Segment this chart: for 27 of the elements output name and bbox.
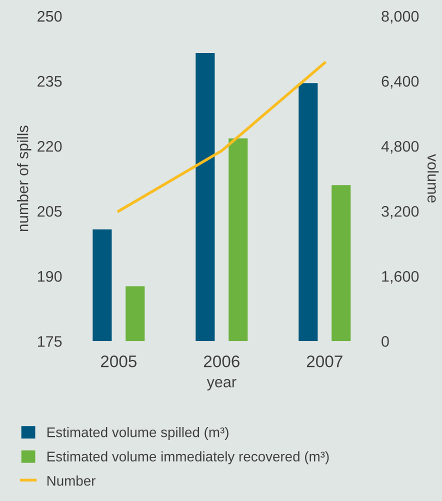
y2-tick-label: 1,600: [382, 271, 419, 284]
bar: [228, 138, 248, 342]
y2-tick-label: 4,800: [381, 140, 419, 154]
y-tick-label: 235: [38, 76, 62, 87]
legend-label: Estimated volume immediately recovered (m³): [47, 451, 329, 464]
bar: [92, 229, 112, 342]
y-tick-label: 190: [38, 271, 62, 282]
y-tick-label: 205: [38, 206, 62, 217]
y2-axis-title: volume: [427, 154, 439, 203]
bar: [298, 83, 318, 342]
y2-tick-label: 6,400: [382, 76, 419, 89]
x-tick-label: 2006: [204, 356, 240, 368]
x-tick-label: 2005: [100, 356, 137, 368]
bar: [126, 286, 145, 342]
bar: [332, 185, 351, 342]
y-axis-title: number of spills: [17, 126, 32, 232]
x-axis-title: year: [206, 379, 236, 390]
bar: [196, 53, 215, 342]
legend-label: Number: [47, 476, 96, 486]
y2-tick-label: 8,000: [382, 10, 419, 24]
x-tick-label: 2007: [306, 356, 342, 368]
y2-tick-label: 0: [382, 336, 389, 347]
y-tick-label: 220: [38, 140, 62, 152]
y2-tick-label: 3,200: [382, 206, 419, 219]
y-tick-label: 250: [38, 10, 62, 22]
y-tick-label: 175: [38, 336, 62, 347]
legend-label: Estimated volume spilled (m³): [47, 427, 228, 440]
